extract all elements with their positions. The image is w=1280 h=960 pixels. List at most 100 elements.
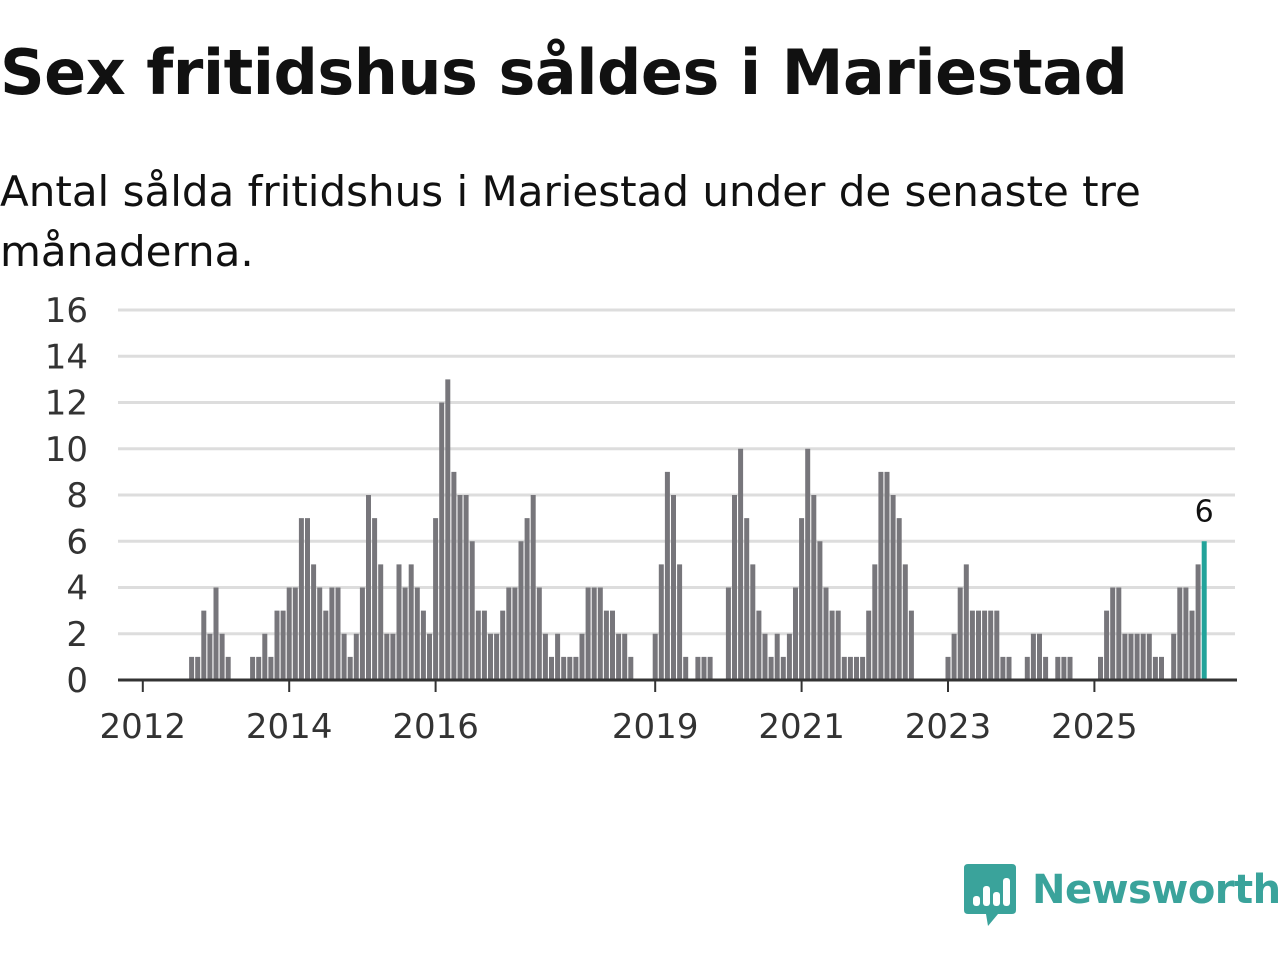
bar-chart-speech-bubble-icon bbox=[964, 864, 1016, 926]
y-axis-ticks: 0 2 4 6 8 10 12 14 16 bbox=[45, 291, 88, 701]
bar bbox=[1055, 656, 1061, 681]
bar bbox=[506, 587, 512, 680]
bar bbox=[988, 610, 994, 681]
bar bbox=[610, 610, 615, 681]
bar bbox=[1128, 633, 1134, 680]
bar bbox=[378, 564, 384, 681]
brand-name: Newsworthy bbox=[1032, 867, 1280, 913]
bar bbox=[725, 587, 731, 680]
bar bbox=[738, 448, 744, 680]
bar bbox=[823, 587, 829, 680]
bar bbox=[774, 633, 780, 680]
bar bbox=[1195, 564, 1201, 681]
bar bbox=[488, 633, 493, 680]
y-tick-label: 6 bbox=[66, 522, 88, 562]
bar-highlight bbox=[1201, 541, 1207, 680]
bar bbox=[616, 633, 622, 680]
bar bbox=[280, 610, 286, 681]
bar bbox=[262, 633, 268, 680]
y-tick-label: 14 bbox=[45, 337, 88, 377]
bar bbox=[1177, 587, 1183, 680]
bar bbox=[768, 656, 774, 681]
bar bbox=[457, 495, 463, 680]
bar bbox=[512, 587, 518, 680]
bar bbox=[542, 633, 548, 680]
bar bbox=[732, 495, 737, 680]
bar bbox=[1104, 610, 1110, 681]
chart-title: Sex fritidshus såldes i Mariestad bbox=[0, 36, 1128, 109]
bar bbox=[567, 656, 573, 681]
bar bbox=[335, 587, 341, 680]
bar bbox=[805, 448, 811, 680]
y-tick-label: 2 bbox=[66, 615, 88, 655]
bar bbox=[744, 518, 750, 681]
x-tick-label: 2019 bbox=[612, 707, 699, 747]
bar bbox=[878, 471, 884, 681]
x-tick-label: 2016 bbox=[392, 707, 479, 747]
bar bbox=[976, 610, 981, 681]
bar bbox=[427, 633, 432, 680]
bar bbox=[847, 656, 853, 681]
bar bbox=[750, 564, 756, 681]
bar bbox=[957, 587, 963, 680]
bar bbox=[1183, 587, 1189, 680]
highlight-value-label: 6 bbox=[1195, 494, 1214, 529]
bar bbox=[341, 633, 347, 680]
bar bbox=[201, 610, 207, 681]
chart-subtitle: Antal sålda fritidshus i Mariestad under… bbox=[0, 167, 1141, 276]
bar bbox=[591, 587, 597, 680]
bar bbox=[475, 610, 481, 681]
bar bbox=[908, 610, 914, 681]
bar bbox=[585, 587, 591, 680]
bar bbox=[945, 656, 951, 681]
bar bbox=[463, 495, 469, 680]
bar bbox=[786, 633, 792, 680]
bar bbox=[250, 656, 256, 681]
bar bbox=[213, 587, 219, 680]
bar bbox=[671, 495, 676, 680]
bar bbox=[799, 518, 805, 681]
bar bbox=[963, 564, 969, 681]
bar bbox=[597, 587, 603, 680]
bar bbox=[854, 656, 859, 681]
bars bbox=[189, 379, 1207, 681]
bar bbox=[1061, 656, 1067, 681]
bar bbox=[317, 587, 323, 680]
bar bbox=[780, 656, 786, 681]
newsworthy-logo: Newsworthy bbox=[964, 864, 1280, 928]
bar bbox=[707, 656, 713, 681]
bar bbox=[219, 633, 225, 680]
y-tick-label: 8 bbox=[66, 476, 88, 516]
bar bbox=[982, 610, 988, 681]
bar bbox=[951, 633, 957, 680]
bar bbox=[207, 633, 213, 680]
bar bbox=[561, 656, 567, 681]
bar bbox=[189, 656, 195, 681]
bar bbox=[384, 633, 390, 680]
bar bbox=[1037, 633, 1042, 680]
bar bbox=[286, 587, 292, 680]
bar bbox=[1116, 587, 1122, 680]
bar bbox=[866, 610, 872, 681]
bar bbox=[433, 518, 439, 681]
bar bbox=[994, 610, 1000, 681]
bar bbox=[1122, 633, 1128, 680]
bar bbox=[1098, 656, 1103, 681]
bar bbox=[305, 518, 310, 681]
bar bbox=[1140, 633, 1146, 680]
bar bbox=[793, 587, 798, 680]
bar bbox=[500, 610, 506, 681]
bar bbox=[445, 379, 451, 681]
bar bbox=[439, 402, 445, 680]
bar bbox=[292, 587, 298, 680]
bar bbox=[872, 564, 878, 681]
bar bbox=[414, 587, 420, 680]
bar bbox=[347, 656, 353, 681]
bar bbox=[603, 610, 609, 681]
bar bbox=[817, 541, 823, 680]
bar bbox=[884, 471, 890, 681]
y-tick-label: 16 bbox=[45, 291, 88, 331]
x-tick-label: 2025 bbox=[1051, 707, 1138, 747]
bar bbox=[530, 495, 536, 680]
